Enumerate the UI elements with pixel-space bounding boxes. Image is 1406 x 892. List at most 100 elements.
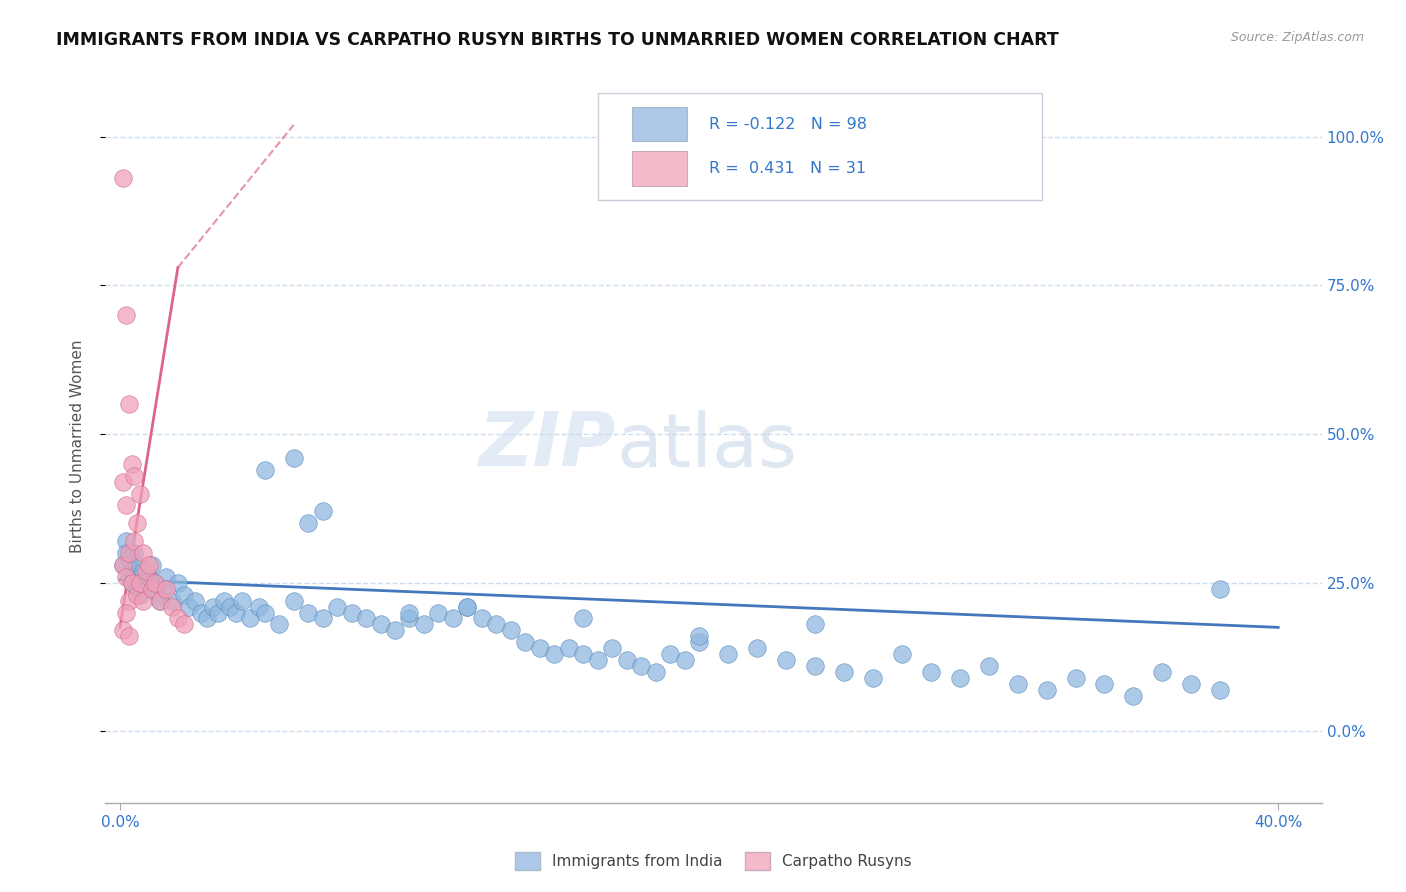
Point (124, 570, 146, 584)
Text: ZIP: ZIP (479, 409, 616, 483)
Point (132, 593, 155, 607)
Point (114, 308, 136, 322)
Point (441, 611, 464, 625)
Point (129, 570, 152, 584)
Point (143, 575, 166, 590)
FancyBboxPatch shape (598, 93, 1042, 200)
Point (121, 564, 143, 578)
Point (1007, 677, 1029, 691)
Point (138, 558, 160, 572)
Point (1122, 689, 1144, 703)
Point (949, 671, 972, 685)
Point (572, 611, 595, 625)
Point (977, 659, 1000, 673)
Point (166, 575, 188, 590)
FancyBboxPatch shape (633, 107, 686, 141)
Point (1209, 682, 1232, 697)
Point (111, 624, 134, 638)
Point (340, 606, 363, 620)
Point (124, 468, 146, 483)
Point (127, 582, 149, 596)
Point (398, 606, 420, 620)
Point (586, 653, 609, 667)
Point (832, 665, 855, 679)
Point (804, 659, 827, 673)
Point (146, 588, 169, 602)
Point (114, 534, 136, 549)
Point (111, 558, 134, 572)
Point (166, 611, 188, 625)
Point (201, 599, 224, 614)
Legend: Immigrants from India, Carpatho Rusyns: Immigrants from India, Carpatho Rusyns (508, 845, 920, 877)
Point (311, 504, 333, 518)
Point (117, 593, 139, 607)
Point (117, 629, 139, 643)
Point (862, 671, 884, 685)
Point (804, 617, 827, 632)
Point (269, 617, 291, 632)
Point (155, 582, 177, 596)
Point (890, 647, 912, 661)
Point (1209, 582, 1232, 596)
Point (253, 606, 276, 620)
Point (398, 611, 420, 625)
Point (688, 629, 710, 643)
Point (117, 552, 139, 566)
Text: R = -0.122   N = 98: R = -0.122 N = 98 (709, 117, 866, 132)
Point (121, 575, 143, 590)
Point (207, 606, 229, 620)
Point (195, 611, 218, 625)
Point (558, 641, 581, 656)
Point (114, 499, 136, 513)
Point (111, 558, 134, 572)
Point (688, 635, 710, 649)
Point (160, 593, 183, 607)
Point (132, 564, 155, 578)
Point (1035, 682, 1057, 697)
Point (117, 570, 139, 584)
Point (138, 570, 160, 584)
Point (114, 546, 136, 560)
Point (117, 397, 139, 411)
Point (659, 647, 682, 661)
Point (1152, 665, 1174, 679)
Point (149, 593, 172, 607)
Point (283, 450, 305, 465)
Point (212, 593, 235, 607)
Point (920, 665, 942, 679)
Point (297, 516, 319, 531)
Point (127, 588, 149, 602)
Point (179, 599, 201, 614)
Point (630, 659, 652, 673)
Point (471, 611, 494, 625)
Point (121, 457, 143, 471)
Point (745, 641, 768, 656)
Point (127, 516, 149, 531)
Point (456, 599, 478, 614)
Point (111, 475, 134, 489)
Point (173, 588, 195, 602)
Point (114, 570, 136, 584)
Point (143, 575, 166, 590)
Point (121, 575, 143, 590)
Point (111, 171, 134, 186)
Point (485, 617, 508, 632)
Text: IMMIGRANTS FROM INDIA VS CARPATHO RUSYN BIRTHS TO UNMARRIED WOMEN CORRELATION CH: IMMIGRANTS FROM INDIA VS CARPATHO RUSYN … (56, 31, 1059, 49)
FancyBboxPatch shape (633, 152, 686, 186)
Point (456, 599, 478, 614)
Point (135, 582, 157, 596)
Point (1094, 677, 1116, 691)
Point (160, 599, 183, 614)
Point (149, 593, 172, 607)
Point (219, 599, 242, 614)
Point (231, 593, 253, 607)
Point (427, 606, 450, 620)
Point (499, 624, 522, 638)
Text: atlas: atlas (616, 409, 797, 483)
Point (124, 546, 146, 560)
Point (326, 599, 349, 614)
Point (129, 588, 152, 602)
Point (1064, 671, 1087, 685)
Point (129, 575, 152, 590)
Point (124, 534, 146, 549)
